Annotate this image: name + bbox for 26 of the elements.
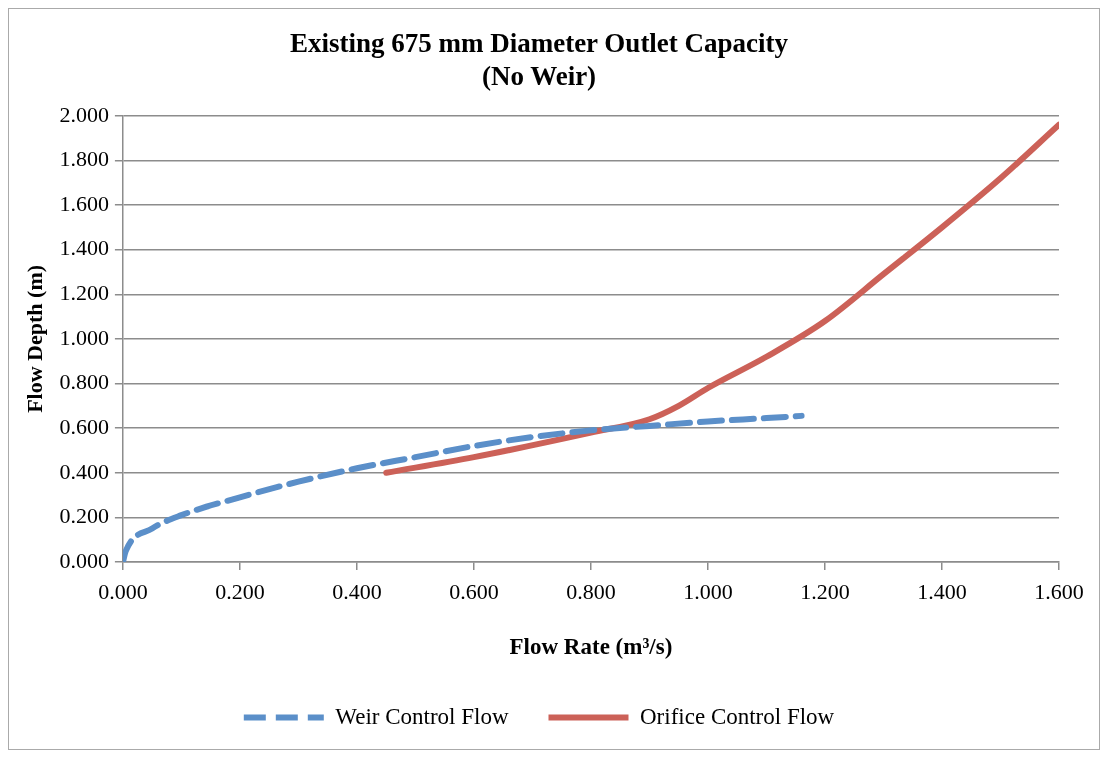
y-tick-label: 0.400 — [59, 458, 109, 484]
y-tick-label: 0.800 — [59, 369, 109, 395]
x-tick-label: 1.000 — [683, 578, 733, 604]
legend-label: Orifice Control Flow — [640, 703, 835, 729]
legend-label: Weir Control Flow — [335, 703, 509, 729]
y-tick-label: 0.200 — [59, 503, 109, 529]
x-tick-label: 0.000 — [98, 578, 148, 604]
x-tick-label: 0.200 — [215, 578, 265, 604]
x-axis-title: Flow Rate (m³/s) — [509, 634, 673, 660]
y-axis-title: Flow Depth (m) — [21, 264, 47, 413]
y-tick-label: 1.800 — [59, 146, 109, 172]
x-tick-label: 1.200 — [800, 578, 850, 604]
y-tick-label: 1.200 — [59, 280, 109, 306]
y-tick-label: 1.600 — [59, 190, 109, 216]
x-tick-label: 1.400 — [917, 578, 967, 604]
text: (No Weir) — [481, 60, 597, 91]
y-tick-label: 0.000 — [59, 547, 109, 573]
y-tick-label: 0.600 — [59, 413, 109, 439]
y-tick-label: 1.000 — [59, 324, 109, 350]
x-tick-label: 0.800 — [566, 578, 616, 604]
x-tick-label: 0.400 — [332, 578, 382, 604]
x-tick-label: 1.600 — [1034, 578, 1084, 604]
y-tick-label: 2.000 — [59, 101, 109, 127]
x-tick-label: 0.600 — [449, 578, 499, 604]
y-tick-label: 1.400 — [59, 235, 109, 261]
text: Existing 675 mm Diameter Outlet Capacity — [289, 28, 789, 59]
